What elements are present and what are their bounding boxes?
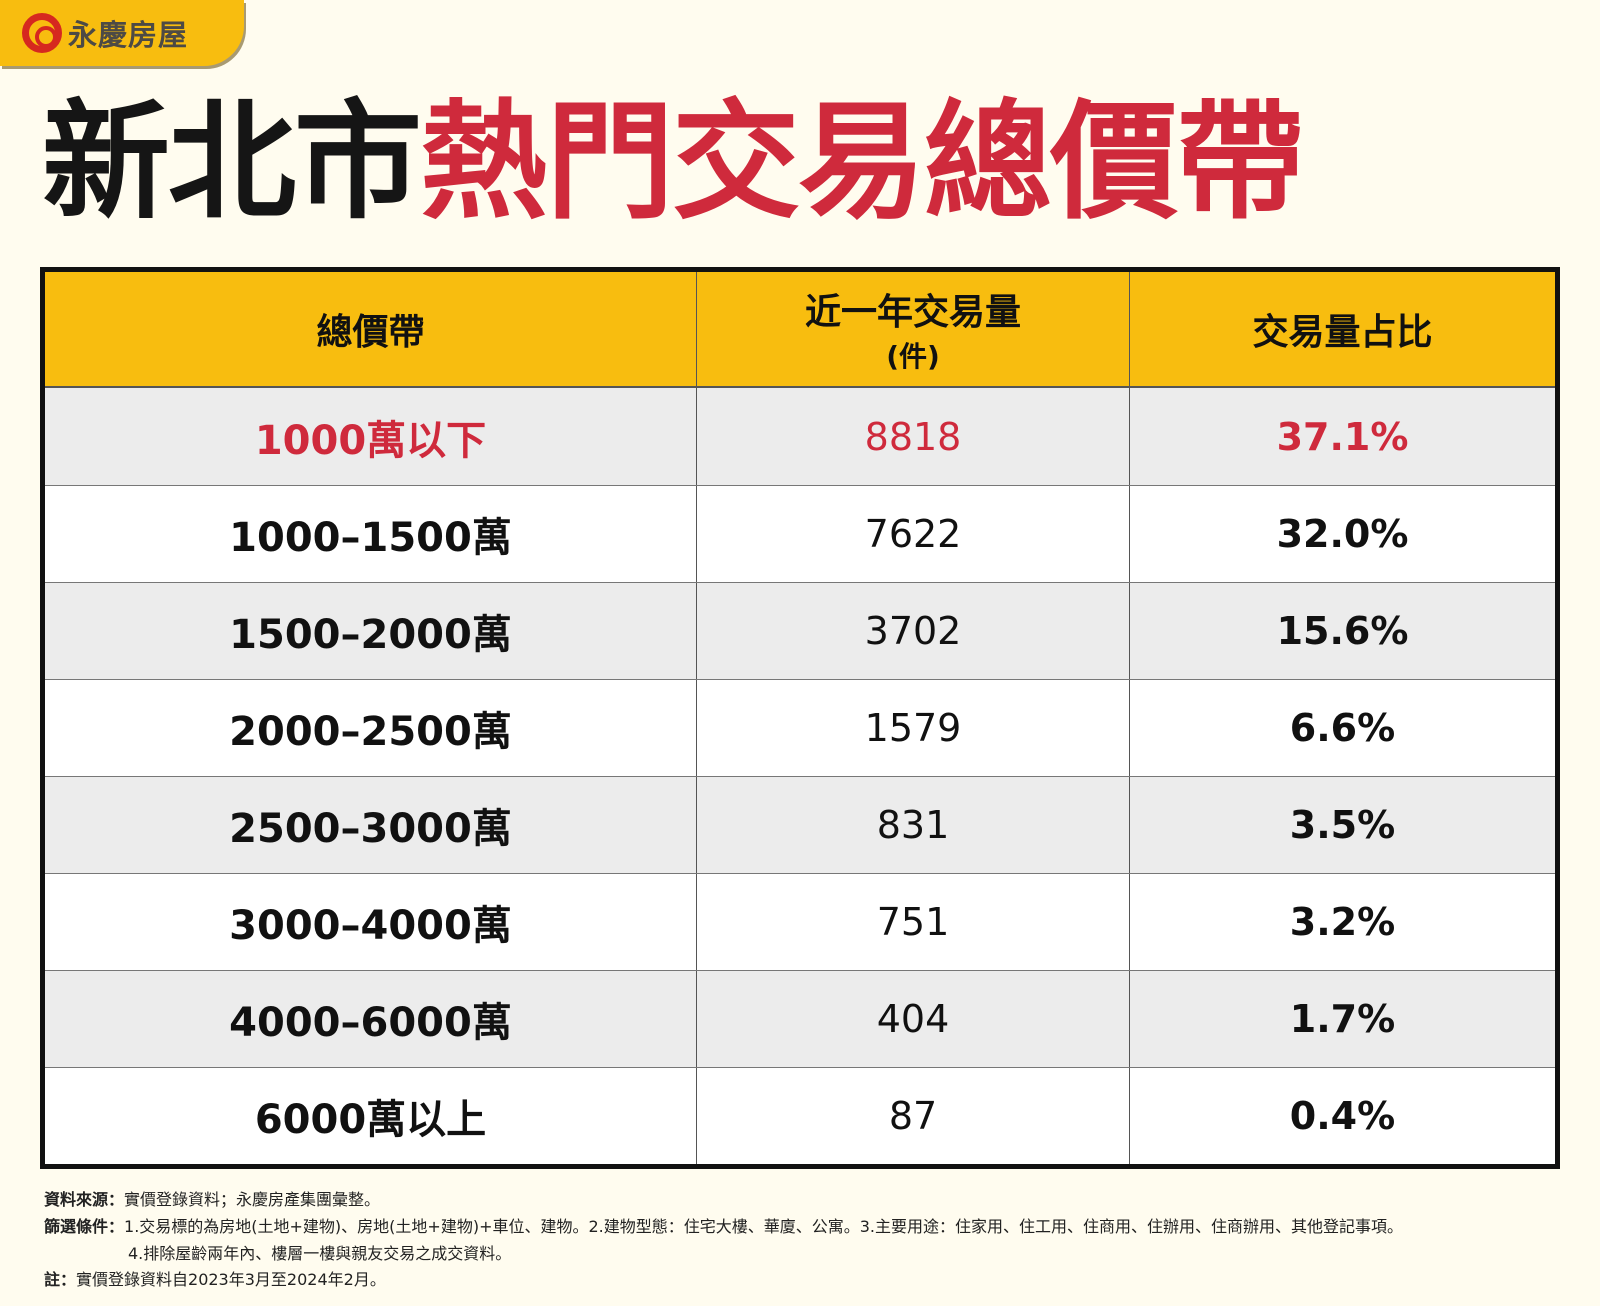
header-label: 總價帶 [316,312,425,353]
title-highlight: 熱門交易總價帶 [420,88,1304,237]
filter-text-1: 1.交易標的為房地(土地+建物)、房地(土地+建物)+車位、建物。2.建物型態：… [124,1217,1404,1236]
table-row: 6000萬以上 87 0.4% [45,1067,1555,1164]
logo: 永慶房屋 [0,0,244,66]
band-cell: 2500–3000萬 [229,806,512,852]
source-note: 資料來源：實價登錄資料；永慶房產集團彙整。 [44,1186,380,1210]
table-row: 1000–1500萬 7622 32.0% [45,485,1555,582]
share-cell: 6.6% [1129,680,1555,776]
note-text: 實價登錄資料自2023年3月至2024年2月。 [76,1270,386,1289]
table-row: 1000萬以下 8818 37.1% [45,388,1555,485]
table-row: 2000–2500萬 1579 6.6% [45,679,1555,776]
filter-note-2: 4.排除屋齡兩年內、樓層一樓與親友交易之成交資料。 [128,1240,511,1264]
share-cell: 1.7% [1129,971,1555,1067]
logo-mark-icon [22,13,62,53]
band-cell: 2000–2500萬 [229,709,512,755]
logo-text: 永慶房屋 [68,18,189,52]
footnote: 註：實價登錄資料自2023年3月至2024年2月。 [44,1266,386,1290]
share-cell: 37.1% [1129,388,1555,485]
source-label: 資料來源： [44,1190,125,1209]
header-band: 總價帶 [45,272,696,386]
note-label: 註： [44,1270,77,1289]
band-cell: 6000萬以上 [254,1097,487,1143]
count-cell: 1579 [696,680,1129,776]
count-cell: 404 [696,971,1129,1067]
filter-note: 篩選條件：1.交易標的為房地(土地+建物)、房地(土地+建物)+車位、建物。2.… [44,1213,1403,1237]
table-row: 2500–3000萬 831 3.5% [45,776,1555,873]
band-cell: 1000–1500萬 [229,515,512,561]
share-cell: 15.6% [1129,583,1555,679]
count-cell: 751 [696,874,1129,970]
header-label: 近一年交易量 [804,292,1021,333]
count-cell: 8818 [696,388,1129,485]
share-cell: 32.0% [1129,486,1555,582]
filter-label: 篩選條件： [44,1217,125,1236]
filter-text-2: 4.排除屋齡兩年內、樓層一樓與親友交易之成交資料。 [128,1244,512,1263]
count-cell: 3702 [696,583,1129,679]
count-cell: 831 [696,777,1129,873]
band-cell: 3000–4000萬 [229,903,512,949]
band-cell: 4000–6000萬 [229,1000,512,1046]
share-cell: 3.2% [1129,874,1555,970]
table-header: 總價帶 近一年交易量 (件) 交易量占比 [45,272,1555,388]
share-cell: 3.5% [1129,777,1555,873]
share-cell: 0.4% [1129,1068,1555,1164]
header-count: 近一年交易量 (件) [696,272,1129,386]
table-row: 1500–2000萬 3702 15.6% [45,582,1555,679]
header-sub: (件) [886,340,940,373]
source-text: 實價登錄資料；永慶房產集團彙整。 [124,1190,381,1209]
header-label: 交易量占比 [1252,312,1433,353]
title-prefix: 新北市 [42,88,422,237]
header-share: 交易量占比 [1129,272,1555,386]
band-cell: 1000萬以下 [254,417,487,464]
table-row: 3000–4000萬 751 3.2% [45,873,1555,970]
page-title: 新北市熱門交易總價帶 [42,88,1304,238]
table-row: 4000–6000萬 404 1.7% [45,970,1555,1067]
count-cell: 87 [696,1068,1129,1164]
count-cell: 7622 [696,486,1129,582]
band-cell: 1500–2000萬 [229,612,512,658]
price-band-table: 總價帶 近一年交易量 (件) 交易量占比 1000萬以下 8818 37.1% 1000… [40,267,1560,1169]
